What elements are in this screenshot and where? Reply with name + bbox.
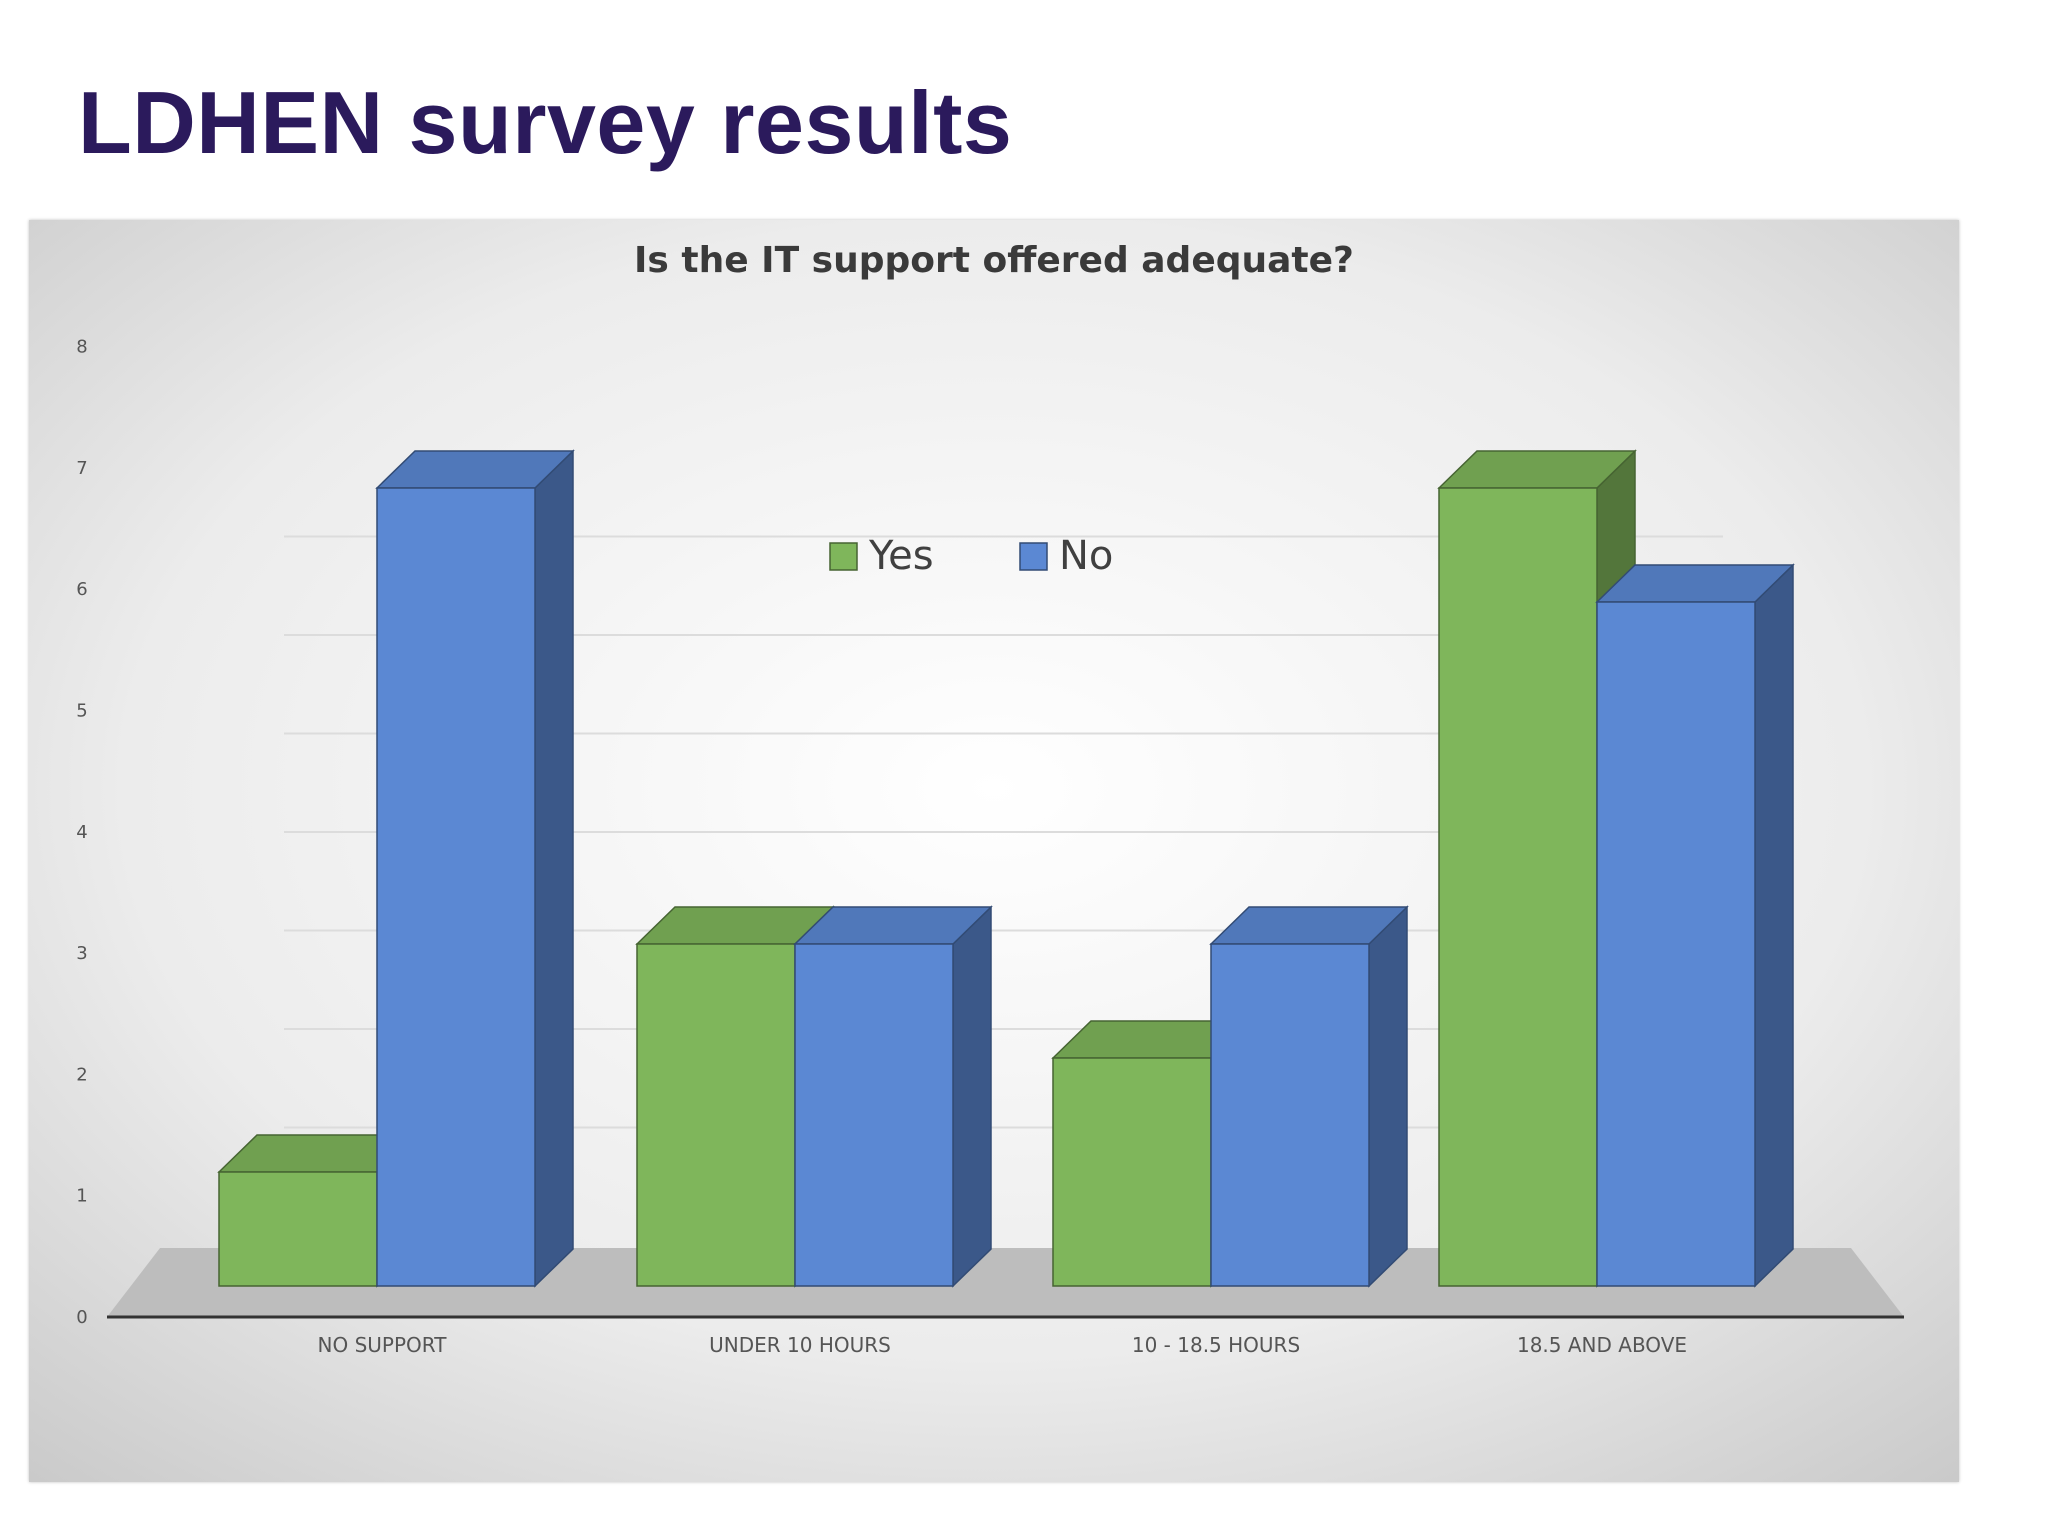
chart-panel: 0 1 2 3 4 5 6 7 8 NO SUPPORT UNDER 10 HOURS 10 - 1… [29,220,1959,1482]
bar-front [1596,601,1756,1287]
y-tick-label: 5 [76,701,87,722]
y-tick-label: 1 [76,1186,87,1207]
bar-chart: 0 1 2 3 4 5 6 7 8 NO SUPPORT UNDER 10 HOURS 10 - 1… [29,220,1959,1482]
bar-front [636,943,796,1287]
bar-front [794,943,954,1287]
slide-title: LDHEN survey results [78,73,1013,172]
bar-side [1754,563,1794,1288]
bar-side [1368,905,1408,1288]
bar-side [952,905,992,1288]
y-tick-label: 4 [76,822,87,843]
bar-front [376,487,536,1287]
category-label: 18.5 AND ABOVE [1517,1333,1687,1357]
legend-label-yes: Yes [868,533,934,579]
legend-swatch-no [1019,542,1048,571]
bar-front [1438,487,1598,1287]
bar-no-3 [1209,905,1409,1288]
bar-no-2 [793,905,993,1288]
y-tick-label: 3 [76,943,87,964]
category-label: NO SUPPORT [318,1333,448,1357]
legend-label-no: No [1059,533,1113,579]
bar-front [1052,1057,1212,1287]
category-label: 10 - 18.5 HOURS [1132,1333,1300,1357]
y-tick-label: 2 [76,1064,87,1085]
chart-title: Is the IT support offered adequate? [634,240,1354,281]
bar-no-4 [1595,563,1795,1288]
y-tick-label: 7 [76,458,87,479]
bar-front [1210,943,1370,1287]
bar-no-1 [375,449,575,1288]
category-label: UNDER 10 HOURS [709,1333,891,1357]
y-tick-label: 8 [76,337,87,358]
legend-swatch-yes [829,542,858,571]
y-tick-label: 6 [76,579,87,600]
y-tick-label: 0 [76,1307,87,1328]
bar-side [534,449,574,1288]
bar-front [218,1171,378,1287]
